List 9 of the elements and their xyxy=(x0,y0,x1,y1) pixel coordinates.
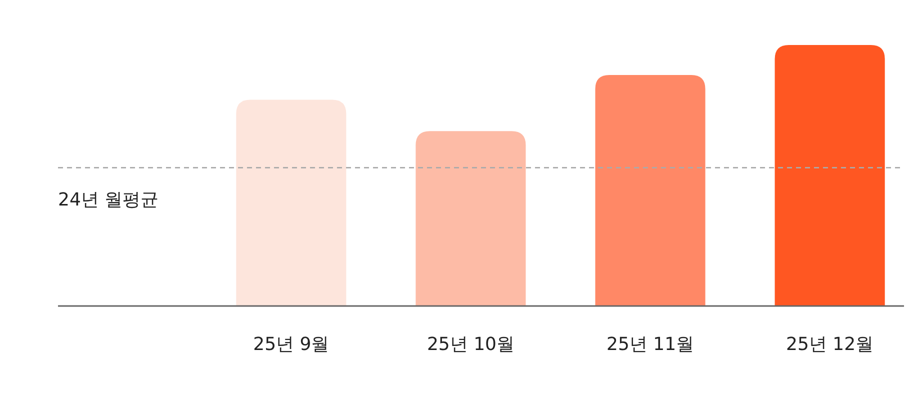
x-tick-label: 25년 12월 xyxy=(786,334,874,355)
bar xyxy=(595,75,706,306)
x-tick-label: 25년 10월 xyxy=(426,334,514,355)
bar xyxy=(236,100,346,306)
ref-line-label: 24년 월평균 xyxy=(58,190,159,211)
bar xyxy=(416,131,526,306)
x-tick-label: 25년 9월 xyxy=(253,334,330,355)
x-tick-label: 25년 11월 xyxy=(606,334,694,355)
bar xyxy=(774,45,885,306)
